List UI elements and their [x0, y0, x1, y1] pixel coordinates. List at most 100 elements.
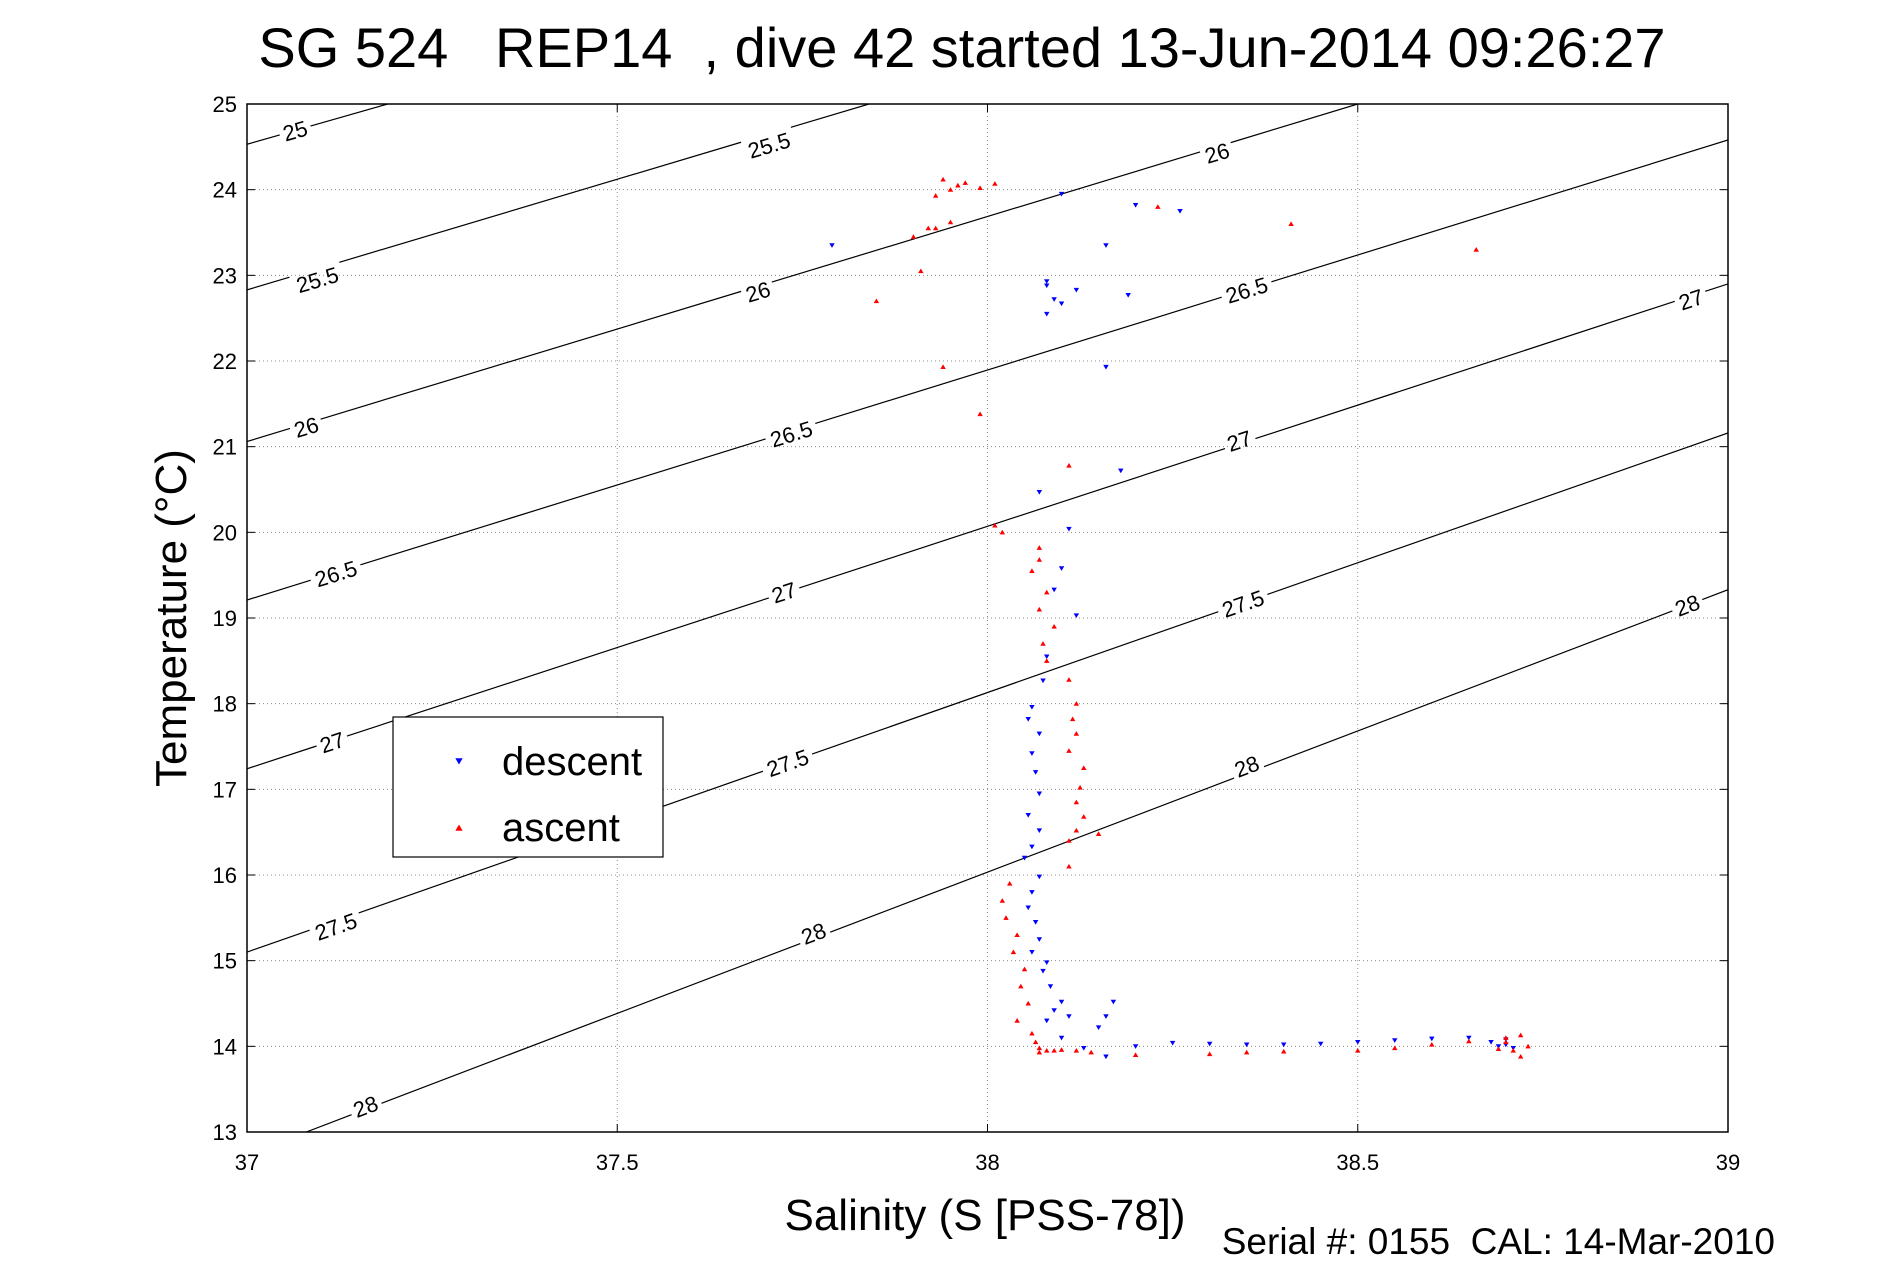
ascent-point: [1014, 1018, 1020, 1023]
density-contour-line: [811, 611, 1219, 755]
density-contour-line: [306, 1114, 352, 1132]
descent-point: [1025, 717, 1031, 722]
y-tick-label: 25: [213, 92, 237, 117]
ascent-point: [1066, 838, 1072, 843]
ascent-point: [918, 268, 924, 274]
ascent-point: [1044, 658, 1050, 663]
ascent-point: [1058, 1047, 1065, 1052]
x-tick-label: 37.5: [596, 1150, 639, 1175]
ascent-point: [1029, 568, 1035, 573]
density-contour-line: [247, 276, 290, 291]
descent-point: [1029, 890, 1035, 895]
ascent-point: [992, 181, 998, 186]
density-contour-line: [799, 448, 1226, 589]
descent-point: [1125, 292, 1131, 298]
ascent-point: [1025, 1000, 1031, 1006]
ascent-point: [1044, 589, 1050, 595]
ascent-point: [1073, 731, 1080, 736]
descent-point: [1044, 283, 1050, 289]
density-contour-line: [320, 290, 742, 420]
descent-point: [1040, 678, 1046, 684]
descent-point: [1177, 209, 1183, 214]
descent-point: [1021, 855, 1028, 861]
descent-point: [1036, 490, 1043, 495]
ascent-point: [1066, 462, 1072, 468]
y-tick-label: 19: [213, 606, 237, 631]
density-contour-line: [247, 134, 280, 145]
ascent-point: [1081, 814, 1087, 819]
y-axis-label: Temperature (°C): [147, 449, 196, 787]
descent-point: [1110, 999, 1117, 1005]
y-tick-label: 24: [213, 178, 237, 203]
descent-point: [1044, 960, 1050, 965]
ascent-point: [955, 182, 961, 188]
ascent-point: [1010, 949, 1017, 955]
ascent-point: [1243, 1049, 1250, 1055]
ascent-point: [1466, 1038, 1472, 1044]
ascent-point: [1495, 1046, 1502, 1051]
descent-point: [1103, 1054, 1109, 1060]
ascent-point: [910, 234, 917, 239]
ascent-point: [1073, 827, 1080, 833]
ascent-point: [1077, 785, 1083, 790]
ascent-point: [1429, 1042, 1435, 1047]
density-contour-line: [771, 151, 1201, 283]
descent-point: [1103, 243, 1109, 248]
x-tick-label: 39: [1716, 1150, 1740, 1175]
x-axis-label: Salinity (S [PSS-78]): [784, 1191, 1185, 1240]
descent-point: [1318, 1041, 1324, 1047]
ascent-point: [1066, 677, 1072, 682]
descent-point: [1051, 587, 1057, 593]
legend-descent-marker-icon: [455, 758, 463, 765]
footer-serial-cal: Serial #: 0155 CAL: 14-Mar-2010: [1222, 1221, 1775, 1262]
legend-descent-label: descent: [502, 740, 642, 784]
legend: descent ascent: [392, 716, 664, 858]
x-tick-label: 37: [235, 1150, 259, 1175]
ascent-point: [1155, 204, 1161, 209]
ascent-point: [999, 529, 1006, 535]
descent-point: [1488, 1039, 1494, 1045]
descent-point: [1036, 791, 1043, 797]
density-contour-line: [346, 597, 770, 737]
descent-point: [1036, 828, 1043, 834]
ascent-point: [1132, 1052, 1139, 1057]
ascent-point: [1006, 880, 1013, 886]
ascent-point: [1280, 1048, 1287, 1054]
descent-point: [1118, 468, 1124, 474]
density-contour-line: [247, 427, 291, 443]
ascent-point: [1040, 641, 1046, 646]
descent-point: [1169, 1040, 1176, 1046]
ascent-point: [1051, 623, 1057, 629]
y-tick-label: 18: [213, 692, 237, 717]
descent-point: [1058, 1035, 1065, 1041]
ascent-point: [1288, 221, 1294, 226]
descent-point: [1044, 279, 1050, 284]
descent-point: [1103, 1014, 1109, 1019]
ascent-point: [1036, 545, 1043, 550]
ascent-point: [1503, 1039, 1509, 1045]
ascent-point: [1517, 1032, 1524, 1038]
density-contour-line: [1255, 300, 1675, 440]
ascent-point: [1392, 1045, 1398, 1051]
grid-lines: [247, 104, 1728, 1132]
descent-point: [1036, 937, 1043, 942]
descent-point: [1081, 1045, 1087, 1051]
ascent-point: [1044, 1048, 1050, 1053]
density-contour-line: [790, 104, 870, 128]
density-contour-line: [815, 296, 1222, 425]
descent-point: [1073, 287, 1080, 293]
ascent-point: [1073, 1048, 1080, 1053]
y-tick-label: 17: [213, 777, 237, 802]
descent-point: [1051, 1008, 1057, 1013]
density-contour-line: [1263, 610, 1673, 768]
descent-point: [1206, 1041, 1213, 1047]
density-contour-line: [829, 777, 1235, 933]
descent-point: [1132, 1044, 1139, 1049]
data-points: [829, 176, 1531, 1060]
ascent-point: [1051, 1048, 1057, 1053]
ascent-point: [1095, 831, 1102, 836]
descent-point: [1032, 770, 1039, 775]
ascent-point: [1029, 1030, 1035, 1036]
descent-point: [1058, 301, 1065, 307]
